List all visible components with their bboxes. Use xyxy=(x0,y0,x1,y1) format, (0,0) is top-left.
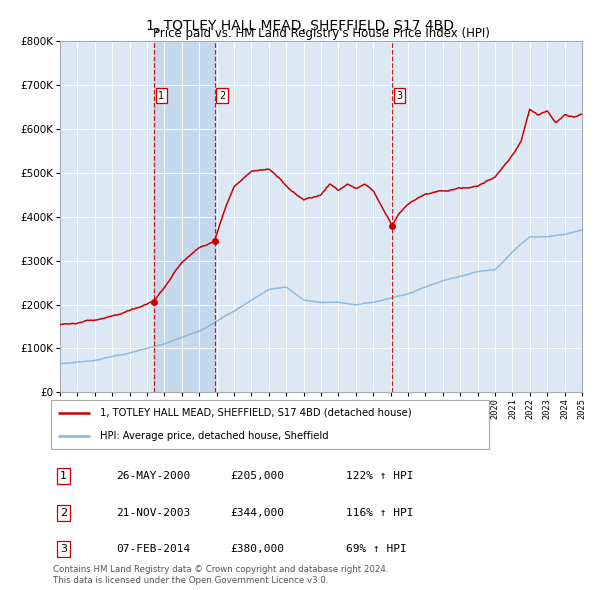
Text: £205,000: £205,000 xyxy=(230,471,285,481)
Text: £380,000: £380,000 xyxy=(230,545,285,554)
Text: 2: 2 xyxy=(60,507,67,517)
Point xyxy=(210,237,220,246)
Bar xyxy=(154,41,215,392)
Text: 1, TOTLEY HALL MEAD, SHEFFIELD, S17 4BD (detached house): 1, TOTLEY HALL MEAD, SHEFFIELD, S17 4BD … xyxy=(100,408,412,418)
Text: 21-NOV-2003: 21-NOV-2003 xyxy=(116,507,190,517)
Text: 26-MAY-2000: 26-MAY-2000 xyxy=(116,471,190,481)
Point xyxy=(388,221,397,230)
Text: 122% ↑ HPI: 122% ↑ HPI xyxy=(346,471,413,481)
Text: 07-FEB-2014: 07-FEB-2014 xyxy=(116,545,190,554)
Text: 69% ↑ HPI: 69% ↑ HPI xyxy=(346,545,406,554)
Text: 3: 3 xyxy=(397,91,403,101)
Text: 3: 3 xyxy=(60,545,67,554)
Text: 1, TOTLEY HALL MEAD, SHEFFIELD, S17 4BD: 1, TOTLEY HALL MEAD, SHEFFIELD, S17 4BD xyxy=(146,19,454,33)
Title: Price paid vs. HM Land Registry's House Price Index (HPI): Price paid vs. HM Land Registry's House … xyxy=(152,27,490,40)
Text: Contains HM Land Registry data © Crown copyright and database right 2024.
This d: Contains HM Land Registry data © Crown c… xyxy=(53,565,389,585)
Text: 1: 1 xyxy=(158,91,164,101)
Text: 116% ↑ HPI: 116% ↑ HPI xyxy=(346,507,413,517)
Text: £344,000: £344,000 xyxy=(230,507,285,517)
FancyBboxPatch shape xyxy=(50,401,489,449)
Text: HPI: Average price, detached house, Sheffield: HPI: Average price, detached house, Shef… xyxy=(100,431,329,441)
Point xyxy=(149,298,158,307)
Text: 1: 1 xyxy=(60,471,67,481)
Text: 2: 2 xyxy=(219,91,225,101)
